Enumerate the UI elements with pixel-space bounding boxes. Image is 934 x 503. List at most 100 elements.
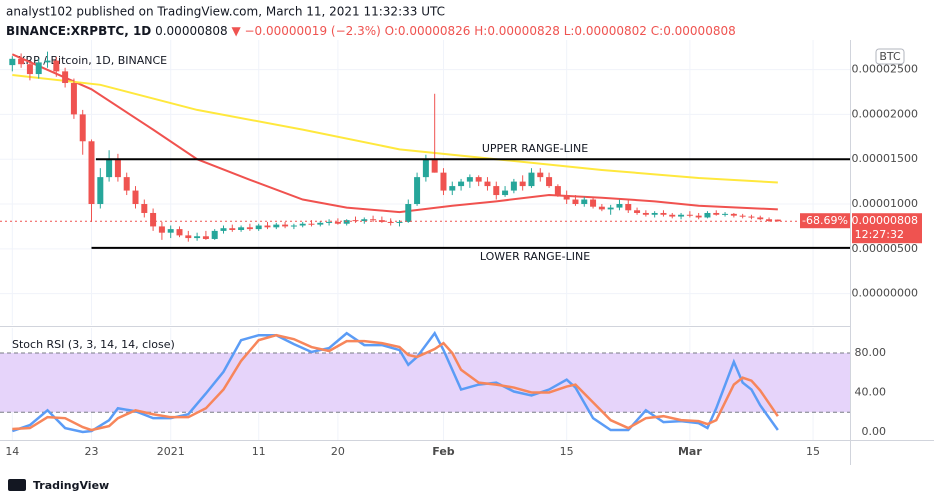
change: ▼ −0.00000019 (−2.3%) [231,24,380,38]
candle-body [194,236,201,239]
last-price-badge [852,213,922,244]
last: 0.00000808 [155,24,228,38]
x-tick-label: Feb [432,445,455,458]
chart-title: Stoch RSI (3, 3, 14, 14, close) [12,338,175,351]
logo-text: TradingView [33,479,109,492]
candle-body [211,230,218,239]
candle-body [695,215,702,218]
candle-body [220,228,227,231]
x-tick-label: 15 [560,445,574,458]
candle-body [62,71,69,84]
candle-body [18,58,25,65]
candle-body [757,217,764,220]
candle-body [185,235,192,239]
candle-body [581,199,588,205]
candle-body [387,221,394,223]
candle-body [686,214,693,216]
candle-body [642,212,649,215]
symbol-line: BINANCE:XRPBTC, 1D 0.00000808 ▼ −0.00000… [6,24,736,38]
ohlc-close: C:0.00000808 [651,24,736,38]
candle-body [53,60,60,72]
candle-body [176,229,183,236]
candle-body [598,206,605,210]
moving-average [11,53,778,214]
candle-body [634,210,641,213]
candle-body [704,212,711,218]
candle-body [431,159,438,173]
range-line-label: UPPER RANGE-LINE [482,142,588,155]
candle-body [774,219,781,222]
x-tick-label: 15 [806,445,820,458]
candle-body [35,62,42,75]
candle-body [282,224,289,227]
candle-body [70,83,77,115]
candle-body [150,212,157,227]
change-badge [800,213,850,229]
candle-body [678,214,685,217]
logo-icon [8,479,26,491]
y-tick-label: 0.00000500 [852,242,918,255]
candle-body [26,64,33,75]
candle-body [114,159,121,178]
candle-body [484,181,491,187]
candle-body [229,228,236,230]
y-tick-label: 0.00002000 [852,107,918,120]
candle-body [440,172,447,191]
candle-body [625,204,632,211]
x-tick-label: 11 [252,445,266,458]
candle-body [238,227,245,230]
candle-body [554,186,561,196]
candle-body [713,212,720,215]
candle-body [405,204,412,222]
candle-body [660,212,667,215]
candle-body [44,60,51,63]
currency-badge [875,48,905,65]
ohlc-high: H:0.00000828 [474,24,560,38]
candle-body [414,177,421,205]
ohlc-low: L:0.00000802 [564,24,647,38]
y-tick-label: 0.00001500 [852,152,918,165]
publisher: analyst102 published on TradingView.com,… [6,5,445,19]
candle-body [537,172,544,178]
candle-body [246,227,253,230]
candle-body [651,212,658,215]
candle-body [106,159,113,178]
candle-body [317,222,324,225]
candle-body [475,177,482,182]
candle-body [141,204,148,213]
candle-body [510,181,517,191]
candle-body [264,225,271,228]
band [0,352,850,413]
last-price-label: 0.00000808 [852,214,918,227]
candle-body [519,181,526,187]
candle-body [334,221,341,224]
ohlc-open: O:0.00000826 [385,24,471,38]
candle-body [290,225,297,227]
candle-body [326,221,333,223]
candle-body [308,223,315,225]
x-tick-label: 23 [85,445,99,458]
stoch-line [12,333,779,432]
candle-body [502,190,509,196]
y-tick-label: 0.00000000 [852,287,918,300]
y-tick-label: 0.00 [862,425,887,438]
y-tick-label: 0.00002500 [852,63,918,76]
candle-body [616,204,623,208]
moving-average [12,73,778,184]
change-label: -68.69% [802,214,848,227]
candle-body [9,58,16,66]
candle-body [255,225,262,230]
x-tick-label: 20 [331,445,345,458]
candle-body [722,213,729,215]
candle-body [132,190,139,205]
x-tick-label: 2021 [157,445,185,458]
candle-body [343,220,350,224]
y-tick-label: 0.00001000 [852,197,918,210]
candle-body [396,221,403,223]
candle-body [97,177,104,205]
candle-body [202,236,209,239]
